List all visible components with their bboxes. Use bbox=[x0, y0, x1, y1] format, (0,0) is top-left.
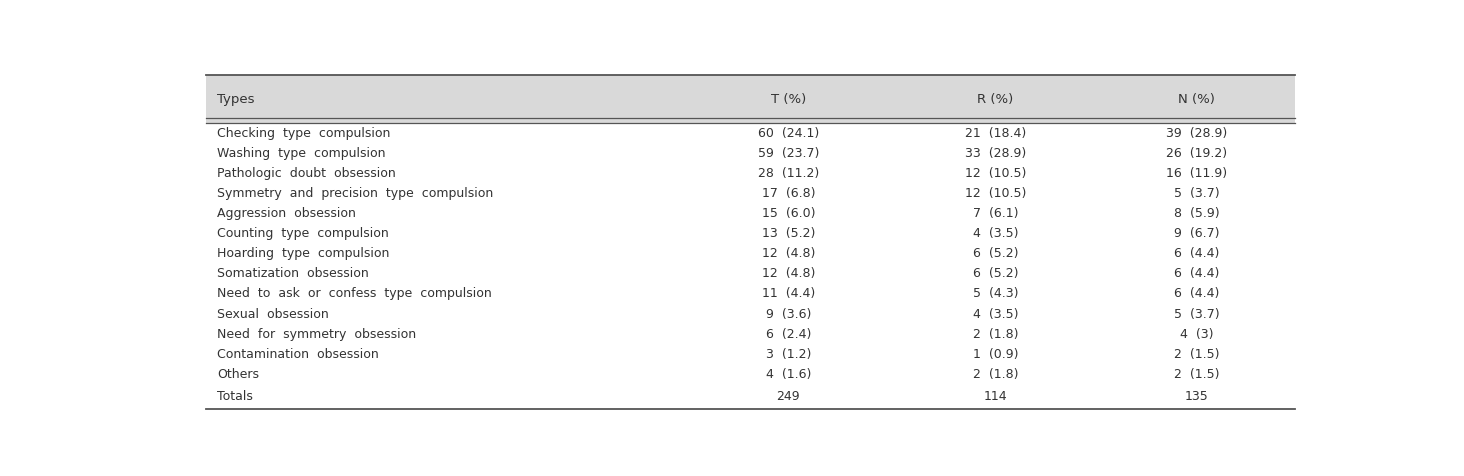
Text: Contamination  obsession: Contamination obsession bbox=[217, 348, 379, 361]
Bar bbox=[205, 76, 1296, 123]
Text: 11  (4.4): 11 (4.4) bbox=[761, 288, 815, 300]
Text: Need  to  ask  or  confess  type  compulsion: Need to ask or confess type compulsion bbox=[217, 288, 492, 300]
Text: Others: Others bbox=[217, 368, 259, 381]
Text: 26  (19.2): 26 (19.2) bbox=[1167, 147, 1227, 160]
Text: 6  (4.4): 6 (4.4) bbox=[1174, 288, 1220, 300]
Text: 59  (23.7): 59 (23.7) bbox=[758, 147, 820, 160]
Text: 6  (4.4): 6 (4.4) bbox=[1174, 247, 1220, 260]
Text: T (%): T (%) bbox=[772, 93, 807, 106]
Text: 12  (10.5): 12 (10.5) bbox=[965, 167, 1026, 180]
Text: 4  (1.6): 4 (1.6) bbox=[766, 368, 811, 381]
Text: Hoarding  type  compulsion: Hoarding type compulsion bbox=[217, 247, 389, 260]
Text: 1  (0.9): 1 (0.9) bbox=[972, 348, 1017, 361]
Text: Checking  type  compulsion: Checking type compulsion bbox=[217, 127, 391, 139]
Text: 4  (3.5): 4 (3.5) bbox=[972, 307, 1017, 320]
Text: 12  (10.5): 12 (10.5) bbox=[965, 187, 1026, 200]
Text: 249: 249 bbox=[776, 390, 801, 403]
Text: Need  for  symmetry  obsession: Need for symmetry obsession bbox=[217, 327, 416, 341]
Text: 5  (4.3): 5 (4.3) bbox=[972, 288, 1017, 300]
Text: Counting  type  compulsion: Counting type compulsion bbox=[217, 227, 389, 240]
Text: 2  (1.8): 2 (1.8) bbox=[972, 368, 1017, 381]
Text: 15  (6.0): 15 (6.0) bbox=[761, 207, 815, 220]
Text: Somatization  obsession: Somatization obsession bbox=[217, 268, 369, 280]
Text: 5  (3.7): 5 (3.7) bbox=[1174, 307, 1220, 320]
Text: 21  (18.4): 21 (18.4) bbox=[965, 127, 1026, 139]
Text: 33  (28.9): 33 (28.9) bbox=[965, 147, 1026, 160]
Text: Washing  type  compulsion: Washing type compulsion bbox=[217, 147, 385, 160]
Text: R (%): R (%) bbox=[978, 93, 1013, 106]
Text: 4  (3): 4 (3) bbox=[1180, 327, 1214, 341]
Text: Totals: Totals bbox=[217, 390, 253, 403]
Text: 2  (1.5): 2 (1.5) bbox=[1174, 348, 1220, 361]
Text: 39  (28.9): 39 (28.9) bbox=[1167, 127, 1227, 139]
Text: 7  (6.1): 7 (6.1) bbox=[972, 207, 1017, 220]
Text: Types: Types bbox=[217, 93, 255, 106]
Text: 3  (1.2): 3 (1.2) bbox=[766, 348, 811, 361]
Text: 9  (6.7): 9 (6.7) bbox=[1174, 227, 1220, 240]
Text: 12  (4.8): 12 (4.8) bbox=[761, 268, 815, 280]
Text: 135: 135 bbox=[1184, 390, 1209, 403]
Text: 114: 114 bbox=[984, 390, 1007, 403]
Text: 6  (2.4): 6 (2.4) bbox=[766, 327, 811, 341]
Text: 13  (5.2): 13 (5.2) bbox=[761, 227, 815, 240]
Text: 16  (11.9): 16 (11.9) bbox=[1167, 167, 1227, 180]
Text: 6  (5.2): 6 (5.2) bbox=[972, 247, 1017, 260]
Text: Symmetry  and  precision  type  compulsion: Symmetry and precision type compulsion bbox=[217, 187, 493, 200]
Text: Pathologic  doubt  obsession: Pathologic doubt obsession bbox=[217, 167, 395, 180]
Text: 6  (5.2): 6 (5.2) bbox=[972, 268, 1017, 280]
Text: Aggression  obsession: Aggression obsession bbox=[217, 207, 356, 220]
Text: 4  (3.5): 4 (3.5) bbox=[972, 227, 1017, 240]
Text: 2  (1.5): 2 (1.5) bbox=[1174, 368, 1220, 381]
Text: N (%): N (%) bbox=[1179, 93, 1215, 106]
Text: 17  (6.8): 17 (6.8) bbox=[761, 187, 815, 200]
Text: 5  (3.7): 5 (3.7) bbox=[1174, 187, 1220, 200]
Text: 2  (1.8): 2 (1.8) bbox=[972, 327, 1017, 341]
Text: 12  (4.8): 12 (4.8) bbox=[761, 247, 815, 260]
Text: Sexual  obsession: Sexual obsession bbox=[217, 307, 329, 320]
Text: 6  (4.4): 6 (4.4) bbox=[1174, 268, 1220, 280]
Text: 9  (3.6): 9 (3.6) bbox=[766, 307, 811, 320]
Text: 8  (5.9): 8 (5.9) bbox=[1174, 207, 1220, 220]
Text: 60  (24.1): 60 (24.1) bbox=[758, 127, 818, 139]
Text: 28  (11.2): 28 (11.2) bbox=[758, 167, 818, 180]
